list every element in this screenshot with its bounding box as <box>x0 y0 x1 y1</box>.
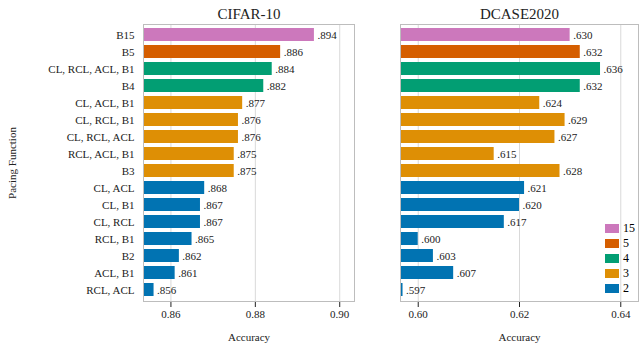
svg-text:.628: .628 <box>563 165 583 177</box>
svg-text:.630: .630 <box>573 29 593 41</box>
svg-text:.862: .862 <box>182 250 201 262</box>
svg-text:.620: .620 <box>523 199 543 211</box>
svg-text:.624: .624 <box>543 97 563 109</box>
svg-text:.615: .615 <box>497 148 517 160</box>
svg-text:.856: .856 <box>157 284 177 296</box>
svg-text:0.90: 0.90 <box>330 308 350 320</box>
svg-text:B3: B3 <box>122 165 135 177</box>
svg-text:.894: .894 <box>317 29 337 41</box>
svg-text:CL, RCL: CL, RCL <box>94 216 135 228</box>
svg-text:Accuracy: Accuracy <box>498 331 541 343</box>
svg-text:CL, ACL: CL, ACL <box>94 182 135 194</box>
svg-text:.868: .868 <box>208 182 228 194</box>
svg-text:.621: .621 <box>528 182 547 194</box>
svg-text:.867: .867 <box>203 199 223 211</box>
svg-text:.875: .875 <box>237 165 257 177</box>
svg-text:.884: .884 <box>275 63 295 75</box>
svg-text:Pacing Function: Pacing Function <box>6 127 18 199</box>
svg-text:B2: B2 <box>122 250 135 262</box>
svg-text:0.86: 0.86 <box>161 308 181 320</box>
svg-text:.877: .877 <box>246 97 266 109</box>
svg-text:CIFAR-10: CIFAR-10 <box>217 6 280 22</box>
svg-text:.600: .600 <box>421 233 441 245</box>
svg-text:0.64: 0.64 <box>611 308 631 320</box>
svg-text:B5: B5 <box>122 46 135 58</box>
svg-text:CL, RCL, ACL: CL, RCL, ACL <box>67 131 135 143</box>
svg-text:Accuracy: Accuracy <box>228 331 271 343</box>
svg-text:.627: .627 <box>558 131 578 143</box>
svg-text:0.88: 0.88 <box>246 308 266 320</box>
svg-text:.882: .882 <box>267 80 286 92</box>
svg-text:.632: .632 <box>583 46 602 58</box>
svg-text:.617: .617 <box>507 216 527 228</box>
svg-text:.636: .636 <box>604 63 624 75</box>
html-text:5: 5 <box>623 236 629 250</box>
svg-text:CL, RCL, ACL, B1: CL, RCL, ACL, B1 <box>48 63 134 75</box>
svg-text:RCL, ACL, B1: RCL, ACL, B1 <box>68 148 135 160</box>
svg-text:.876: .876 <box>241 114 261 126</box>
svg-text:.603: .603 <box>436 250 456 262</box>
svg-text:DCASE2020: DCASE2020 <box>480 6 559 22</box>
html-text:4: 4 <box>623 251 629 265</box>
svg-text:CL, B1: CL, B1 <box>102 199 134 211</box>
svg-text:B15: B15 <box>116 29 135 41</box>
svg-text:0.62: 0.62 <box>510 308 529 320</box>
svg-text:ACL, B1: ACL, B1 <box>94 267 134 279</box>
svg-text:CL, RCL, B1: CL, RCL, B1 <box>75 114 134 126</box>
svg-text:RCL, B1: RCL, B1 <box>95 233 135 245</box>
svg-text:.861: .861 <box>178 267 197 279</box>
html-text:3: 3 <box>623 266 629 280</box>
svg-text:.632: .632 <box>583 80 602 92</box>
html-text:2: 2 <box>623 281 629 295</box>
svg-text:B4: B4 <box>122 80 135 92</box>
html-text:15: 15 <box>623 221 635 235</box>
svg-text:.865: .865 <box>195 233 215 245</box>
svg-text:.629: .629 <box>568 114 588 126</box>
svg-text:.876: .876 <box>241 131 261 143</box>
svg-text:.867: .867 <box>203 216 223 228</box>
svg-text:0.60: 0.60 <box>409 308 429 320</box>
svg-text:RCL, ACL: RCL, ACL <box>86 284 135 296</box>
svg-text:CL, ACL, B1: CL, ACL, B1 <box>75 97 134 109</box>
svg-text:.886: .886 <box>284 46 304 58</box>
svg-text:.607: .607 <box>457 267 477 279</box>
svg-text:.597: .597 <box>406 284 426 296</box>
svg-text:.875: .875 <box>237 148 257 160</box>
